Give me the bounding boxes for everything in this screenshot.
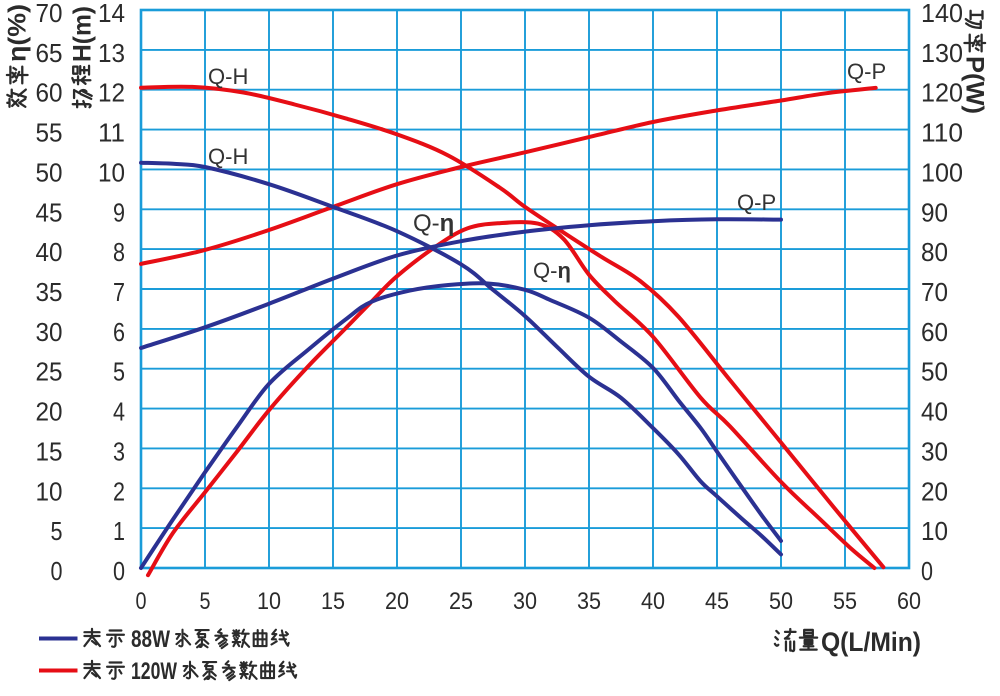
svg-text:12: 12 <box>98 78 125 108</box>
svg-text:88W: 88W <box>131 626 170 653</box>
svg-text:20: 20 <box>921 476 948 506</box>
svg-text:0: 0 <box>113 556 125 586</box>
svg-text:25: 25 <box>36 357 63 387</box>
svg-text:30: 30 <box>36 317 63 347</box>
svg-text:100: 100 <box>921 157 963 187</box>
svg-text:60: 60 <box>36 78 63 108</box>
svg-text:8: 8 <box>113 237 125 267</box>
svg-text:110: 110 <box>921 118 963 148</box>
svg-text:P(W): P(W) <box>961 56 989 114</box>
svg-text:15: 15 <box>321 588 345 615</box>
svg-text:10: 10 <box>36 476 63 506</box>
svg-text:13: 13 <box>98 38 125 68</box>
svg-text:55: 55 <box>36 118 63 148</box>
svg-text:Q(L/Min): Q(L/Min) <box>821 627 921 657</box>
svg-text:Q-H: Q-H <box>208 144 248 169</box>
svg-text:7: 7 <box>113 277 125 307</box>
svg-text:5: 5 <box>113 357 125 387</box>
svg-text:20: 20 <box>36 397 63 427</box>
svg-text:30: 30 <box>513 588 537 615</box>
svg-text:90: 90 <box>921 197 948 227</box>
svg-text:Q-η: Q-η <box>533 258 571 283</box>
svg-text:30: 30 <box>921 436 948 466</box>
svg-text:120: 120 <box>921 78 963 108</box>
svg-text:80: 80 <box>921 237 948 267</box>
svg-text:15: 15 <box>36 436 63 466</box>
svg-text:20: 20 <box>385 588 409 615</box>
svg-text:40: 40 <box>641 588 665 615</box>
svg-text:70: 70 <box>921 277 948 307</box>
svg-text:Q-H: Q-H <box>208 64 248 89</box>
svg-text:50: 50 <box>36 157 63 187</box>
svg-text:40: 40 <box>36 237 63 267</box>
svg-text:55: 55 <box>833 588 857 615</box>
svg-text:70: 70 <box>36 0 63 28</box>
svg-text:11: 11 <box>98 118 125 148</box>
svg-text:35: 35 <box>36 277 63 307</box>
svg-text:4: 4 <box>113 397 125 427</box>
svg-text:η(%): η(%) <box>4 4 32 62</box>
svg-text:9: 9 <box>113 197 125 227</box>
svg-text:14: 14 <box>98 0 125 28</box>
svg-text:5: 5 <box>51 516 63 546</box>
svg-text:50: 50 <box>921 357 948 387</box>
svg-text:6: 6 <box>113 317 125 347</box>
svg-text:10: 10 <box>921 516 948 546</box>
svg-text:3: 3 <box>113 436 125 466</box>
svg-text:0: 0 <box>921 556 933 586</box>
svg-text:65: 65 <box>36 38 63 68</box>
svg-text:10: 10 <box>257 588 281 615</box>
svg-text:140: 140 <box>921 0 963 28</box>
svg-text:60: 60 <box>897 588 921 615</box>
svg-text:35: 35 <box>577 588 601 615</box>
svg-text:45: 45 <box>705 588 729 615</box>
svg-text:10: 10 <box>98 157 125 187</box>
svg-text:1: 1 <box>113 516 125 546</box>
svg-text:130: 130 <box>921 38 963 68</box>
svg-text:2: 2 <box>113 476 125 506</box>
svg-text:40: 40 <box>921 397 948 427</box>
svg-text:120W: 120W <box>131 658 177 685</box>
svg-text:Q-η: Q-η <box>413 210 454 237</box>
svg-text:5: 5 <box>200 588 211 615</box>
svg-text:60: 60 <box>921 317 948 347</box>
svg-text:50: 50 <box>769 588 793 615</box>
svg-text:25: 25 <box>449 588 473 615</box>
svg-text:Q-P: Q-P <box>847 59 886 84</box>
svg-text:H(m): H(m) <box>69 6 97 62</box>
svg-text:0: 0 <box>51 556 63 586</box>
svg-text:Q-P: Q-P <box>737 190 776 215</box>
svg-text:45: 45 <box>36 197 63 227</box>
svg-text:0: 0 <box>136 588 147 615</box>
